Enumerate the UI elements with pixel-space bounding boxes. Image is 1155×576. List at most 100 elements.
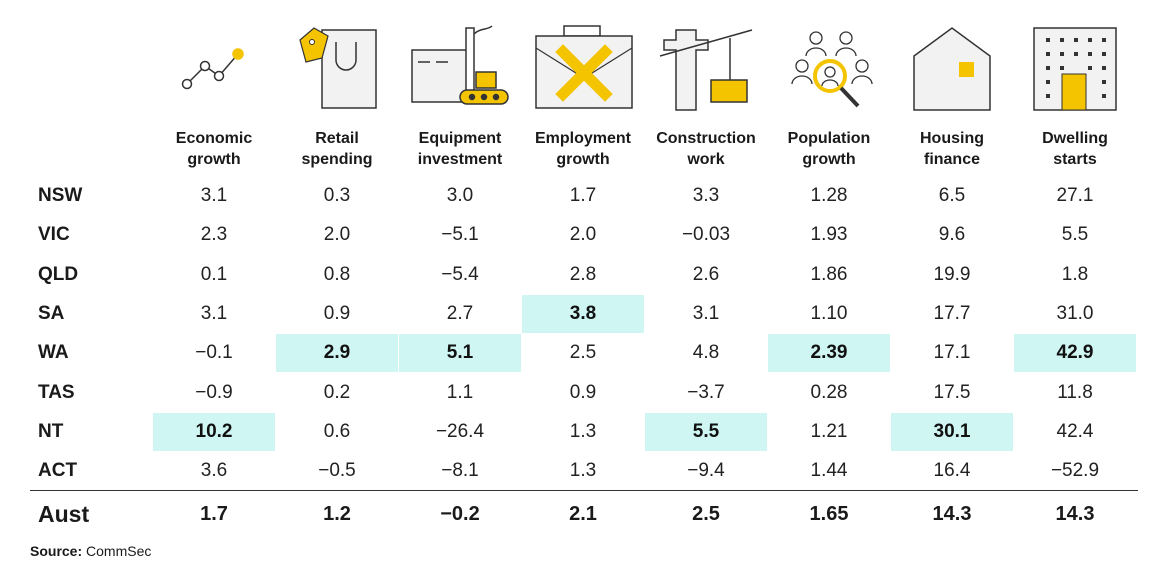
highlighted-cell: 5.1 bbox=[399, 334, 521, 372]
table-cell: −8.1 bbox=[441, 460, 479, 481]
table-cell: 2.0 bbox=[323, 224, 351, 245]
table-cell: 27.1 bbox=[1056, 185, 1094, 206]
table-cell: −52.9 bbox=[1050, 460, 1100, 481]
table-cell: 0.2 bbox=[323, 382, 351, 403]
highlighted-cell: 2.39 bbox=[768, 334, 890, 372]
source-text: CommSec bbox=[86, 543, 152, 559]
table-cell: 1.21 bbox=[810, 421, 848, 442]
table-cell: 0.1 bbox=[200, 264, 228, 285]
total-cell: 1.2 bbox=[323, 503, 351, 525]
table-cell: 0.9 bbox=[323, 303, 351, 324]
total-cell: 14.3 bbox=[1055, 503, 1095, 525]
table-cell: 0.9 bbox=[569, 382, 597, 403]
total-cell: 1.65 bbox=[809, 503, 849, 525]
briefcase-cross-icon bbox=[535, 25, 633, 109]
table-cell: 1.44 bbox=[810, 460, 848, 481]
total-divider bbox=[30, 490, 1138, 491]
row-label: QLD bbox=[38, 264, 79, 285]
table-cell: 1.1 bbox=[446, 382, 474, 403]
table-cell: −0.03 bbox=[681, 224, 731, 245]
table-cell: 19.9 bbox=[933, 264, 971, 285]
column-header: Economic growth bbox=[152, 128, 276, 170]
column-header: Construction work bbox=[644, 128, 768, 170]
row-label: NT bbox=[38, 421, 64, 442]
table-cell: 1.10 bbox=[810, 303, 848, 324]
column-header: Housing finance bbox=[890, 128, 1014, 170]
highlighted-cell: 10.2 bbox=[153, 413, 275, 451]
table-cell: 42.4 bbox=[1056, 421, 1094, 442]
table-cell: 3.6 bbox=[200, 460, 228, 481]
table-cell: −26.4 bbox=[435, 421, 485, 442]
table-cell: 0.3 bbox=[323, 185, 351, 206]
column-header-line: growth bbox=[187, 151, 241, 168]
column-icons bbox=[181, 25, 1117, 111]
total-cell: 2.1 bbox=[569, 503, 597, 525]
table-cell: −5.4 bbox=[441, 264, 479, 285]
table-cell: 0.8 bbox=[323, 264, 351, 285]
table-cell: 3.1 bbox=[200, 303, 228, 324]
table-cell: 31.0 bbox=[1056, 303, 1094, 324]
table-cell: 1.28 bbox=[810, 185, 848, 206]
table-cell: 17.5 bbox=[933, 382, 971, 403]
table-cell: 2.0 bbox=[569, 224, 597, 245]
table-cell: 4.8 bbox=[692, 342, 720, 363]
total-cell: −0.2 bbox=[440, 503, 480, 525]
table-cell: 1.7 bbox=[569, 185, 597, 206]
highlighted-cell: 30.1 bbox=[891, 413, 1013, 451]
table-cell: 17.1 bbox=[933, 342, 971, 363]
column-header-line: investment bbox=[417, 151, 503, 168]
total-row-label: Aust bbox=[38, 501, 90, 527]
highlighted-cell: 3.8 bbox=[522, 295, 644, 333]
column-header-line: starts bbox=[1053, 151, 1097, 168]
total-cell: 14.3 bbox=[932, 503, 972, 525]
table-cell: 11.8 bbox=[1057, 382, 1093, 403]
row-label: TAS bbox=[38, 382, 75, 403]
line-chart-icon bbox=[181, 48, 244, 90]
row-label: NSW bbox=[38, 185, 83, 206]
column-header-line: growth bbox=[556, 151, 610, 168]
table-cell: 2.3 bbox=[200, 224, 228, 245]
column-header-line: Employment bbox=[534, 130, 631, 147]
row-label: VIC bbox=[38, 224, 70, 245]
column-header-line: Population bbox=[787, 130, 871, 147]
table-cell: 9.6 bbox=[938, 224, 966, 245]
total-cell: 2.5 bbox=[692, 503, 720, 525]
table-cell: 6.5 bbox=[938, 185, 966, 206]
column-header-line: spending bbox=[301, 151, 373, 168]
table-cell: 16.4 bbox=[933, 460, 971, 481]
source-label: Source: bbox=[30, 543, 83, 559]
column-header: Dwelling starts bbox=[1013, 128, 1137, 170]
table-cell: 2.8 bbox=[569, 264, 597, 285]
column-header-line: Construction bbox=[656, 130, 756, 147]
table-cell: −5.1 bbox=[441, 224, 479, 245]
column-header: Equipment investment bbox=[398, 128, 522, 170]
row-label: ACT bbox=[38, 460, 78, 481]
total-cell: 1.7 bbox=[200, 503, 228, 525]
table-cell: 2.7 bbox=[446, 303, 474, 324]
table-cell: −0.1 bbox=[195, 342, 233, 363]
column-header: Population growth bbox=[767, 128, 891, 170]
table-cell: 2.6 bbox=[692, 264, 720, 285]
column-header-line: growth bbox=[802, 151, 856, 168]
column-header-line: Economic bbox=[175, 130, 253, 147]
column-header-line: Retail bbox=[315, 130, 359, 147]
table-cell: 3.3 bbox=[692, 185, 720, 206]
highlighted-cell: 2.9 bbox=[276, 334, 398, 372]
shopping-bag-icon bbox=[299, 27, 377, 109]
column-header-line: Equipment bbox=[418, 130, 502, 147]
column-header: Employment growth bbox=[521, 128, 645, 170]
column-header-line: Dwelling bbox=[1042, 130, 1108, 147]
table-cell: 0.6 bbox=[323, 421, 351, 442]
row-label: SA bbox=[38, 303, 65, 324]
crane-icon bbox=[659, 29, 753, 111]
people-magnifier-icon bbox=[791, 31, 873, 108]
table-cell: −9.4 bbox=[687, 460, 725, 481]
apartment-building-icon bbox=[1033, 27, 1117, 111]
table-cell: 1.3 bbox=[569, 460, 597, 481]
table-cell: 0.28 bbox=[810, 382, 848, 403]
table-cell: 1.86 bbox=[810, 264, 848, 285]
table-cell: 3.1 bbox=[200, 185, 228, 206]
table-cell: −0.9 bbox=[195, 382, 233, 403]
table-cell: 1.8 bbox=[1061, 264, 1089, 285]
row-label: WA bbox=[38, 342, 69, 363]
